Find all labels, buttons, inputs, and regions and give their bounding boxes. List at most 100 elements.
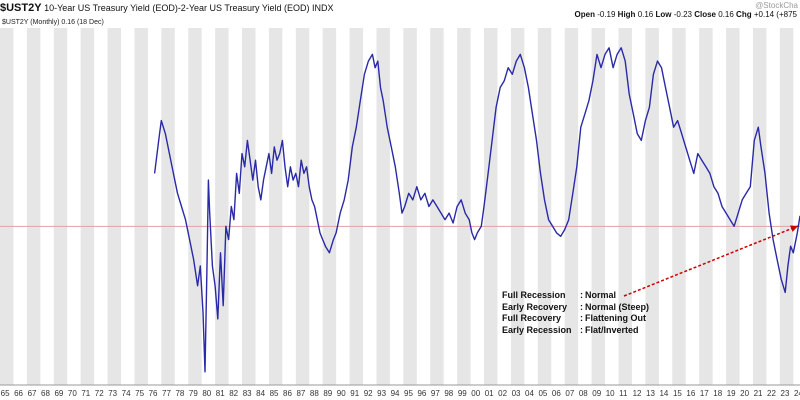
year-band — [752, 28, 767, 385]
symbol-label: $UST2Y — [0, 2, 42, 14]
year-band — [26, 28, 41, 385]
x-tick-label: 10 — [606, 389, 615, 398]
high-label: High — [617, 10, 636, 19]
x-tick-label: 04 — [525, 389, 534, 398]
year-band — [322, 28, 337, 385]
annotation-curve: Flat/Inverted — [585, 324, 639, 335]
year-band — [537, 28, 552, 385]
x-tick-label: 95 — [404, 389, 413, 398]
annotation-curve: Flattening Out — [585, 313, 646, 323]
year-band — [645, 28, 659, 385]
open-value: -0.19 — [597, 10, 616, 19]
year-band — [107, 28, 122, 385]
year-band — [484, 28, 498, 385]
annotation-row: Full Recession : Normal — [502, 290, 649, 302]
x-tick-label: 86 — [283, 389, 292, 398]
chg-label: Chg — [736, 10, 752, 19]
x-tick-label: 03 — [512, 389, 521, 398]
x-tick-label: 08 — [579, 389, 588, 398]
x-tick-label: 89 — [323, 389, 332, 398]
series-subtitle: $UST2Y (Monthly) 0.16 (18 Dec) — [2, 19, 104, 26]
annotation-phase: Full Recovery — [502, 313, 562, 323]
x-tick-label: 02 — [498, 389, 507, 398]
x-tick-label: 88 — [310, 389, 319, 398]
x-tick-label: 01 — [485, 389, 494, 398]
x-tick-label: 70 — [68, 389, 77, 398]
annotation-arrowhead — [790, 225, 798, 232]
x-tick-label: 13 — [646, 389, 655, 398]
x-tick-label: 05 — [538, 389, 547, 398]
year-band — [510, 28, 525, 385]
x-tick-label: 99 — [458, 389, 467, 398]
annotation-row: Early Recession : Flat/Inverted — [502, 325, 649, 337]
x-tick-label: 75 — [135, 389, 144, 398]
close-label: Close — [694, 10, 716, 19]
low-value: -0.23 — [673, 10, 692, 19]
annotation-phase: Full Recession — [502, 290, 566, 300]
year-band — [268, 28, 283, 385]
year-band — [618, 28, 632, 385]
x-tick-label: 16 — [686, 389, 695, 398]
x-tick-label: 98 — [444, 389, 453, 398]
x-tick-label: 74 — [122, 389, 131, 398]
annotation-separator: : — [580, 313, 583, 323]
year-band — [672, 28, 686, 385]
year-band — [53, 28, 68, 385]
x-tick-label: 94 — [391, 389, 400, 398]
ohlc-summary: Open -0.19 High 0.16 Low -0.23 Close 0.1… — [575, 10, 797, 19]
x-tick-label: 66 — [14, 389, 23, 398]
year-band — [242, 28, 256, 385]
x-tick-label: 19 — [727, 389, 736, 398]
x-tick-label: 23 — [781, 389, 790, 398]
symbol-description: 10-Year US Treasury Yield (EOD)-2-Year U… — [44, 3, 310, 13]
x-tick-label: 77 — [162, 389, 171, 398]
x-tick-label: 07 — [565, 389, 574, 398]
x-tick-label: 76 — [149, 389, 158, 398]
x-tick-label: 90 — [337, 389, 346, 398]
x-tick-label: 97 — [431, 389, 440, 398]
x-tick-label: 12 — [633, 389, 642, 398]
x-tick-label: 22 — [767, 389, 776, 398]
x-tick-label: 67 — [28, 389, 37, 398]
annotation-phase: Early Recession — [502, 324, 572, 335]
x-tick-label: 72 — [95, 389, 104, 398]
year-band — [591, 28, 606, 385]
x-tick-label: 91 — [350, 389, 359, 398]
annotation-separator: : — [580, 324, 583, 335]
annotation-separator: : — [580, 301, 583, 312]
x-tick-label: 93 — [377, 389, 386, 398]
cycle-annotation: Full Recession : Normal Early Recovery :… — [502, 290, 649, 336]
year-band — [726, 28, 740, 385]
watermark: @StockCha — [755, 1, 798, 10]
year-band — [349, 28, 364, 385]
annotation-row: Full Recovery : Flattening Out — [502, 313, 649, 325]
x-tick-label: 69 — [54, 389, 63, 398]
x-tick-label: 79 — [189, 389, 198, 398]
x-tick-label: 85 — [270, 389, 279, 398]
year-band — [295, 28, 310, 385]
x-tick-label: 83 — [243, 389, 252, 398]
x-tick-label: 80 — [202, 389, 211, 398]
x-tick-label: 73 — [108, 389, 117, 398]
x-tick-label: 06 — [552, 389, 561, 398]
x-tick-label: 81 — [216, 389, 225, 398]
x-tick-label: 21 — [754, 389, 763, 398]
x-tick-label: 92 — [364, 389, 373, 398]
x-tick-label: 71 — [81, 389, 90, 398]
year-band — [188, 28, 202, 385]
annotation-curve: Normal (Steep) — [585, 301, 650, 312]
annotation-row: Early Recovery : Normal (Steep) — [502, 302, 649, 314]
x-tick-label: 14 — [659, 389, 668, 398]
spread-line-series — [153, 47, 800, 373]
year-band — [699, 28, 713, 385]
x-tick-label: 20 — [740, 389, 749, 398]
x-tick-label: 78 — [175, 389, 184, 398]
open-label: Open — [574, 10, 595, 19]
x-tick-label: 96 — [417, 389, 426, 398]
high-value: 0.16 — [637, 10, 654, 19]
x-tick-label: 17 — [700, 389, 709, 398]
year-band — [134, 28, 148, 385]
x-tick-label: 18 — [713, 389, 722, 398]
year-band — [779, 28, 794, 385]
